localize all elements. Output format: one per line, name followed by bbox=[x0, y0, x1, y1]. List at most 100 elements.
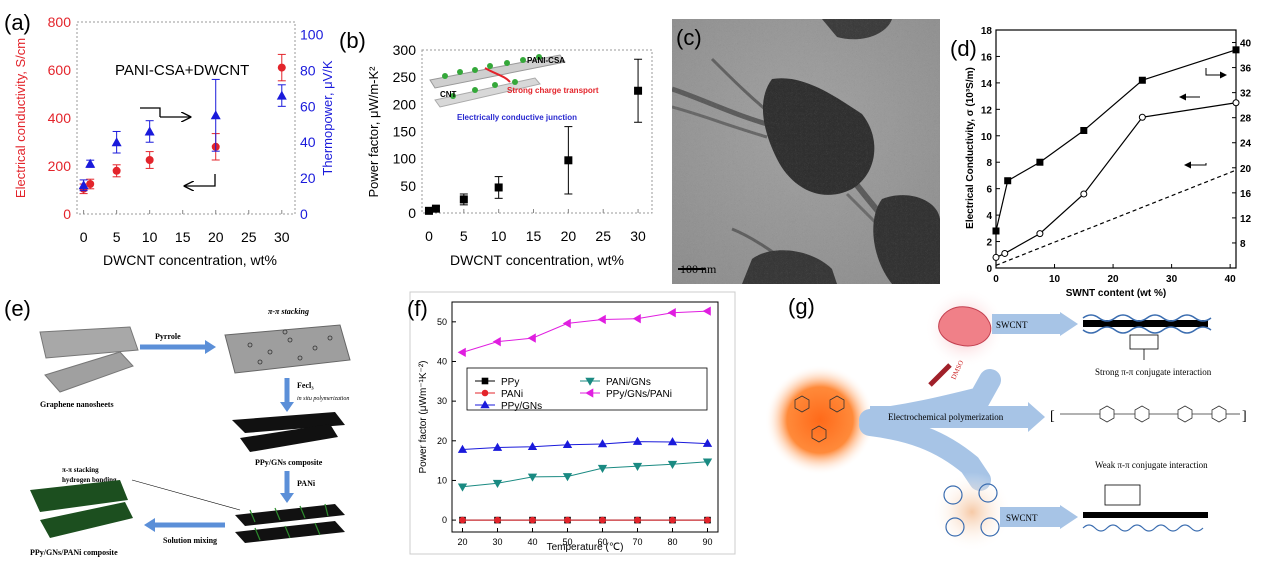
graphene-label: Graphene nanosheets bbox=[40, 400, 114, 409]
scheme-g: (g) Electrochemical polymerization [ ] D… bbox=[765, 288, 1247, 552]
y-tick-label-f: 30 bbox=[437, 396, 447, 406]
y-tick-label-left-d: 2 bbox=[986, 238, 992, 249]
square-point-d bbox=[1080, 126, 1088, 134]
inset-schematic-b: PANI-CSA CNT Strong charge transport Ele… bbox=[427, 53, 599, 128]
y-tick-label-left-d: 10 bbox=[981, 132, 993, 143]
point-pani-gns bbox=[632, 462, 643, 471]
y-tick-label-right-d: 40 bbox=[1240, 39, 1252, 50]
tem-image: 100 nm bbox=[671, 19, 940, 284]
ylabel-b: Power factor, μW/m-K² bbox=[366, 66, 381, 198]
circle-point-d bbox=[1001, 249, 1009, 257]
arrow-down-curve bbox=[859, 414, 991, 491]
legend-f bbox=[466, 367, 708, 411]
plot-frame-b bbox=[421, 49, 653, 214]
pi-stacking-label: π-π stacking bbox=[268, 307, 309, 316]
plot-frame-d bbox=[995, 29, 1237, 269]
cnt-tube-1 bbox=[429, 54, 566, 89]
point-pani bbox=[599, 516, 606, 524]
arrow-right-axis bbox=[140, 107, 161, 117]
stacking-hbond-label-2: hydrogen bonding bbox=[62, 476, 117, 484]
legend-entry-f: PANi/GNs bbox=[606, 377, 651, 388]
ppy-gns-sheet-1 bbox=[232, 412, 345, 433]
point-ppy-gns-pani bbox=[492, 336, 501, 347]
y-tick-label-f: 50 bbox=[437, 317, 447, 327]
strong-label: Strong π-π conjugate interaction bbox=[1095, 367, 1212, 377]
y-tick-label-b: 50 bbox=[400, 178, 416, 194]
xlabel-b: DWCNT concentration, wt% bbox=[450, 252, 624, 268]
y-tick-label-left-a: 200 bbox=[48, 158, 72, 174]
y-tick-label-f: 40 bbox=[437, 356, 447, 366]
panel-letter-g: (g) bbox=[788, 294, 815, 319]
x-tick-label-f: 30 bbox=[492, 537, 502, 547]
panel-e: (e) Graphene nanosheets Pyrrole π-π stac… bbox=[0, 290, 395, 562]
x-tick-label-b: 25 bbox=[595, 228, 611, 244]
point-ppy-gns bbox=[667, 437, 678, 446]
aniline-monomer-glow bbox=[765, 365, 875, 475]
power-factor-point bbox=[431, 204, 440, 213]
chart-f: (f) Temperature (℃) Power factor (μWm⁻¹K… bbox=[407, 291, 736, 555]
x-tick-label-f: 70 bbox=[632, 537, 642, 547]
y-tick-label-b: 200 bbox=[393, 96, 417, 112]
point-ppy-gns bbox=[527, 441, 538, 451]
graphene-sheet-1 bbox=[39, 326, 139, 359]
series-line-d bbox=[995, 169, 1237, 266]
junction-label: Electrically conductive junction bbox=[457, 113, 577, 122]
y-tick-label-right-d: 20 bbox=[1240, 164, 1252, 175]
square-point-d bbox=[1232, 46, 1240, 54]
charge-transport-path bbox=[484, 67, 511, 83]
y-tick-label-right-a: 60 bbox=[300, 98, 316, 114]
y-tick-label-right-a: 20 bbox=[300, 170, 316, 186]
y-tick-label-right-a: 100 bbox=[300, 27, 324, 43]
panel-letter-d: (d) bbox=[950, 36, 977, 61]
x-tick-label-a: 25 bbox=[241, 229, 257, 245]
graphene-with-pyrrole bbox=[224, 324, 351, 374]
point-pani-gns bbox=[597, 464, 608, 473]
point-ppy-gns bbox=[457, 444, 468, 453]
x-tick-label-d: 0 bbox=[993, 274, 999, 285]
swcnt-bottom-label: SWCNT bbox=[1006, 513, 1038, 523]
y-tick-label-right-a: 0 bbox=[300, 206, 308, 222]
y-tick-label-left-a: 0 bbox=[63, 206, 71, 222]
point-pani bbox=[704, 516, 711, 524]
legend-entry-f: PANi bbox=[501, 389, 523, 400]
stacking-hbond-label-1: π-π stacking bbox=[62, 466, 99, 474]
panel-letter-b: (b) bbox=[339, 28, 366, 53]
chart-b: (b) PANI-CSA CNT Strong charge transport… bbox=[339, 28, 653, 268]
legend-marker-f bbox=[481, 377, 489, 385]
series-line-f bbox=[462, 441, 708, 451]
circle-point-d bbox=[1036, 230, 1044, 238]
scale-bar-label: 100 nm bbox=[680, 262, 717, 276]
point-ppy-gns-pani bbox=[597, 314, 606, 325]
chart-a: (a) PANI-CSA+DWCNT DWCNT concentration, … bbox=[4, 10, 335, 268]
x-tick-label-a: 10 bbox=[142, 229, 158, 245]
panel-d: (d) SWNT content (wt %) Electrical Condu… bbox=[940, 20, 1267, 305]
ylabel-right-a: Thermopower, μV/K bbox=[320, 60, 335, 175]
ppy-gns-sheet-2 bbox=[240, 424, 338, 452]
solution-mixing-label: Solution mixing bbox=[163, 536, 217, 545]
circle-point-d bbox=[1138, 113, 1146, 121]
x-tick-label-f: 60 bbox=[597, 537, 607, 547]
y-tick-label-left-d: 14 bbox=[981, 79, 993, 90]
plot-frame-a bbox=[76, 21, 296, 215]
y-tick-label-left-a: 400 bbox=[48, 110, 72, 126]
y-tick-label-right-a: 40 bbox=[300, 134, 316, 150]
x-tick-label-d: 40 bbox=[1225, 274, 1237, 285]
x-tick-label-a: 15 bbox=[175, 229, 191, 245]
y-tick-label-b: 300 bbox=[393, 42, 417, 58]
point-pani-gns bbox=[667, 460, 678, 469]
circle-point-d bbox=[992, 253, 1000, 261]
ylabel-left-a: Electrical conductivity, S/cm bbox=[13, 38, 28, 198]
point-pani bbox=[459, 516, 466, 524]
y-tick-label-left-d: 0 bbox=[986, 264, 992, 275]
x-tick-label-b: 5 bbox=[460, 228, 468, 244]
x-tick-label-b: 15 bbox=[526, 228, 542, 244]
power-factor-point bbox=[459, 195, 468, 204]
y-tick-label-right-d: 8 bbox=[1240, 239, 1246, 250]
swcnt-top-label: SWCNT bbox=[996, 320, 1028, 330]
x-tick-label-a: 0 bbox=[80, 229, 88, 245]
inset-label-a: PANI-CSA+DWCNT bbox=[115, 62, 249, 79]
point-pani-gns bbox=[492, 479, 503, 489]
y-tick-label-b: 150 bbox=[393, 124, 417, 140]
x-tick-label-a: 20 bbox=[208, 229, 224, 245]
y-tick-label-right-a: 80 bbox=[300, 62, 316, 78]
